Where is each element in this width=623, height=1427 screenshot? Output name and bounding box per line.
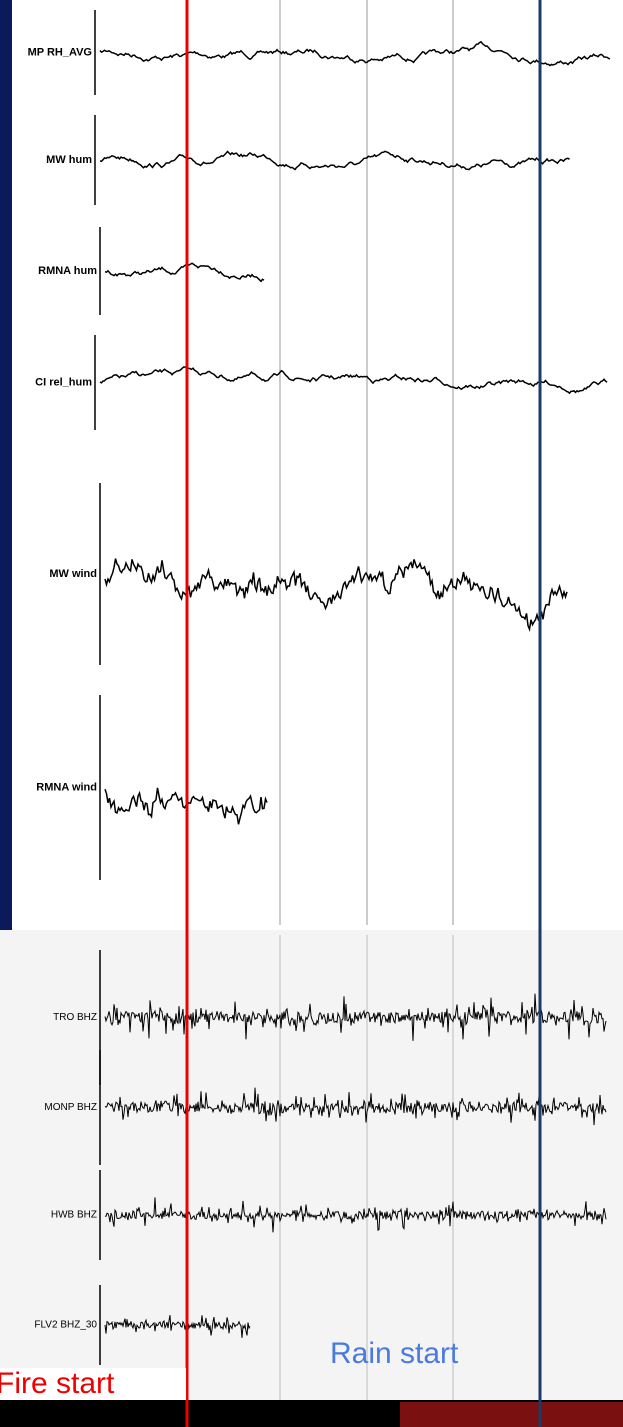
seismic-label: FLV2 BHZ_30 xyxy=(34,1320,97,1331)
bottom-logo xyxy=(400,1402,623,1427)
panel-label: RMNA hum xyxy=(38,265,97,277)
panel-label: RMNA wind xyxy=(36,781,97,793)
panel-label: MP RH_AVG xyxy=(28,46,92,58)
fire-label: Fire start xyxy=(0,1367,115,1400)
rain-label: Rain start xyxy=(330,1337,459,1370)
seismic-label: TRO BHZ xyxy=(53,1012,97,1023)
panel-label: CI rel_hum xyxy=(35,376,92,388)
panel-label: MW hum xyxy=(46,154,92,166)
seismic-label: HWB BHZ xyxy=(51,1210,97,1221)
page: {"panels":[ {"label":"MP RH_AVG"},{"labe… xyxy=(0,0,623,1427)
figure: MP RH_AVG MW hum RMNA hum CI rel_hum MW wind… xyxy=(0,0,623,1427)
panel-label: MW wind xyxy=(49,568,97,580)
seismic-label: MONP BHZ xyxy=(44,1102,97,1113)
weather-panel xyxy=(12,0,623,930)
